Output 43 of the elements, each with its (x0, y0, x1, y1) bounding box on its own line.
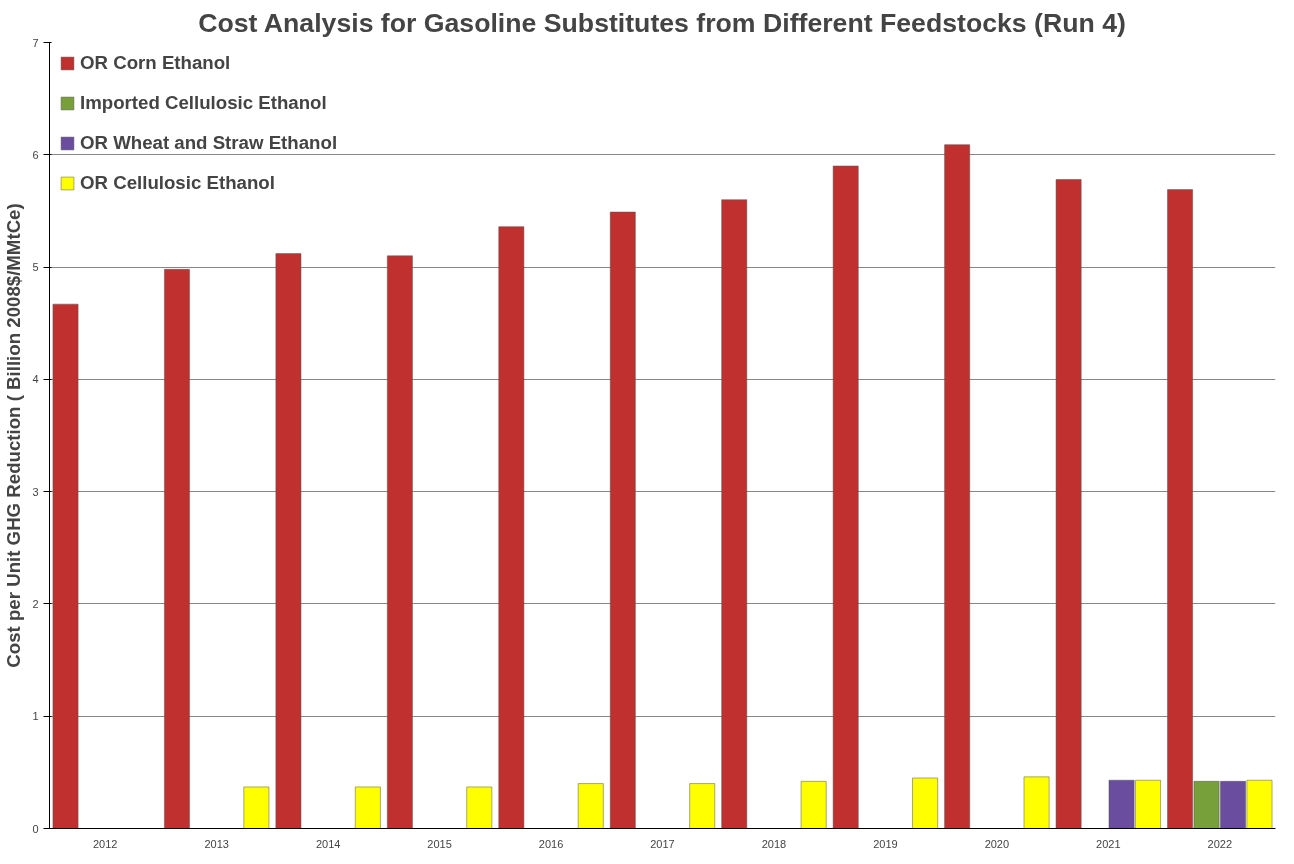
bar (912, 777, 938, 829)
bar (577, 783, 604, 829)
y-tick-label: 3 (32, 485, 39, 498)
bar (52, 303, 79, 829)
x-tick-label: 2013 (204, 837, 229, 850)
x-tick-label: 2015 (427, 837, 452, 850)
bar (355, 786, 381, 829)
x-tick-label: 2012 (92, 837, 118, 850)
y-tick-label: 0 (32, 822, 39, 835)
bar (832, 165, 859, 829)
y-axis-title: Cost per Unit GHG Reduction ( Billion 2008$/MMtCe) (3, 203, 25, 668)
legend-label: Imported Cellulosic Ethanol (80, 92, 327, 114)
y-tick-label: 1 (32, 710, 39, 723)
y-tick-label: 7 (32, 36, 39, 49)
y-tick-label: 6 (32, 148, 39, 161)
y-tick-label: 5 (32, 261, 39, 274)
bar (1023, 776, 1050, 829)
y-tick-label: 4 (32, 373, 39, 386)
x-tick-label: 2018 (761, 837, 787, 850)
x-tick-label: 2014 (315, 837, 341, 850)
bar (609, 211, 636, 829)
x-tick-label: 2021 (1096, 837, 1121, 850)
chart-title: Cost Analysis for Gasoline Substitutes from Different Feedstocks (Run 4) (198, 7, 1126, 38)
bar (689, 783, 716, 829)
bar (944, 144, 970, 829)
bar (275, 253, 302, 829)
bar (800, 781, 827, 829)
x-tick-label: 2017 (650, 837, 675, 850)
bar (721, 199, 748, 829)
bar (243, 786, 270, 829)
legend-label: OR Cellulosic Ethanol (80, 172, 275, 194)
x-tick-label: 2022 (1207, 837, 1233, 850)
bar (466, 786, 493, 829)
legend-label: OR Corn Ethanol (80, 52, 231, 74)
y-tick-label: 2 (32, 597, 39, 610)
legend-label: OR Wheat and Straw Ethanol (80, 132, 338, 154)
x-tick-label: 2019 (873, 837, 898, 850)
x-tick-label: 2020 (984, 837, 1010, 850)
bar (387, 255, 413, 829)
bar (1055, 179, 1082, 829)
bar (164, 269, 190, 829)
bar (498, 226, 525, 829)
x-tick-label: 2016 (538, 837, 564, 850)
